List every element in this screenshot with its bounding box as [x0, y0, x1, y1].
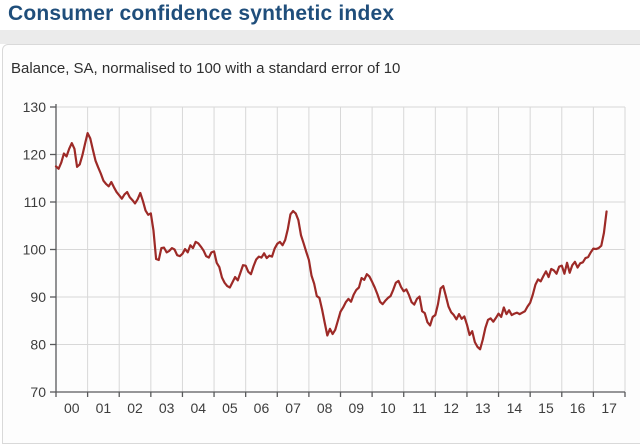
svg-text:05: 05 — [222, 400, 238, 416]
axes — [50, 104, 626, 397]
svg-text:01: 01 — [96, 400, 112, 416]
svg-text:09: 09 — [349, 400, 365, 416]
chart-subtitle: Balance, SA, normalised to 100 with a st… — [11, 60, 401, 77]
page-title: Consumer confidence synthetic index — [8, 2, 395, 25]
confidence-line — [54, 132, 608, 351]
header-divider-band — [0, 30, 640, 44]
svg-text:00: 00 — [64, 400, 80, 416]
plot-svg: 70 80 90 100 110 120 130 00 01 02 03 04 05 06 07 08 09 10… — [23, 99, 626, 416]
svg-text:16: 16 — [570, 400, 586, 416]
svg-text:90: 90 — [30, 289, 46, 305]
svg-text:110: 110 — [24, 194, 47, 210]
svg-text:10: 10 — [380, 400, 396, 416]
x-tick-labels: 00 01 02 03 04 05 06 07 08 09 10 11 12 13 14 15 16 17 — [64, 400, 617, 416]
svg-text:11: 11 — [412, 400, 427, 416]
svg-text:08: 08 — [317, 400, 333, 416]
svg-text:03: 03 — [159, 400, 175, 416]
svg-text:07: 07 — [285, 400, 301, 416]
svg-text:06: 06 — [254, 400, 270, 416]
svg-text:02: 02 — [127, 400, 143, 416]
svg-text:04: 04 — [190, 400, 206, 416]
svg-text:120: 120 — [23, 147, 47, 163]
svg-text:17: 17 — [601, 400, 617, 416]
y-tick-labels: 70 80 90 100 110 120 130 — [23, 99, 47, 400]
svg-text:80: 80 — [30, 337, 46, 353]
svg-text:70: 70 — [30, 384, 46, 400]
svg-text:14: 14 — [507, 400, 523, 416]
chart-card — [2, 44, 640, 444]
plot-area: 70 80 90 100 110 120 130 00 01 02 03 04 05 06 07 08 09 10… — [0, 85, 640, 431]
svg-text:130: 130 — [23, 99, 47, 115]
svg-text:100: 100 — [23, 242, 47, 258]
svg-text:15: 15 — [538, 400, 554, 416]
svg-text:12: 12 — [443, 400, 459, 416]
svg-text:13: 13 — [475, 400, 491, 416]
